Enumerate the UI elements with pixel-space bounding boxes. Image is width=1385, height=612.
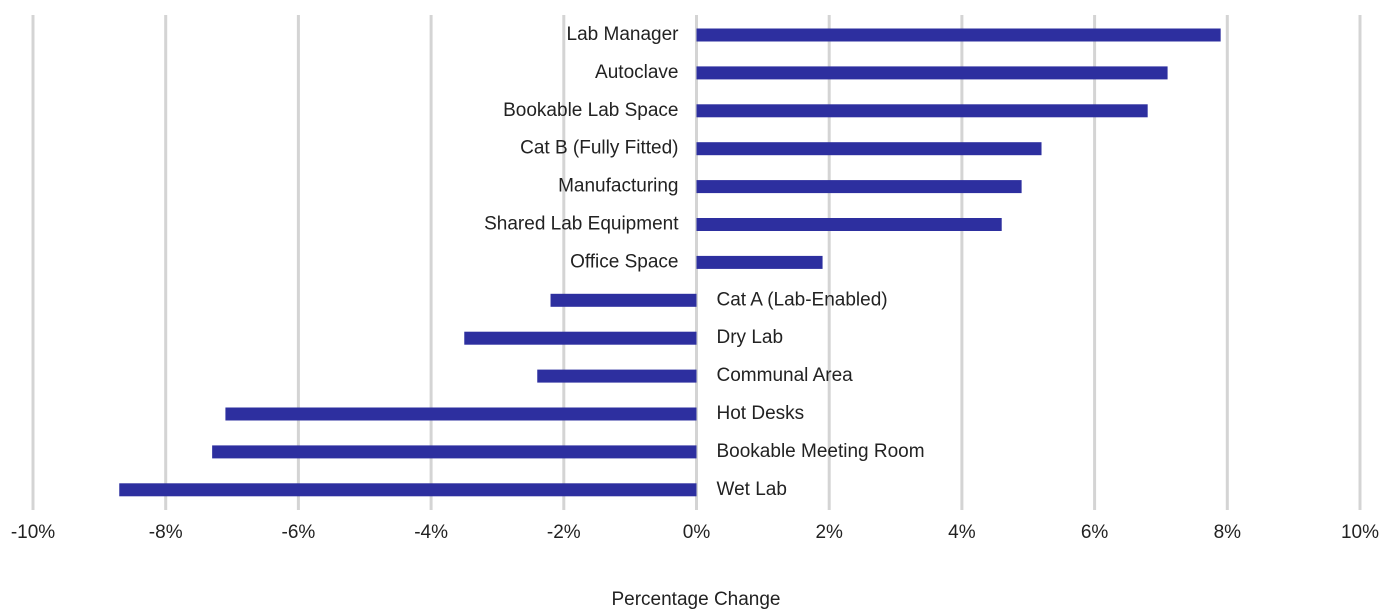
- bar: [696, 255, 823, 269]
- bar: [464, 331, 697, 345]
- bar: [696, 142, 1042, 156]
- category-label: Bookable Lab Space: [503, 100, 678, 121]
- x-tick-label: 8%: [1214, 522, 1242, 543]
- x-tick-label: 10%: [1341, 522, 1379, 543]
- x-tick-label: -4%: [414, 522, 448, 543]
- x-tick-label: 4%: [948, 522, 976, 543]
- bar: [696, 28, 1221, 42]
- category-label: Cat A (Lab-Enabled): [717, 289, 888, 310]
- category-label: Dry Lab: [717, 327, 784, 348]
- category-label: Communal Area: [717, 365, 854, 386]
- x-tick-label: 0%: [683, 522, 711, 543]
- category-label: Hot Desks: [717, 403, 805, 424]
- category-label: Autoclave: [595, 62, 678, 83]
- x-tick-label: 2%: [815, 522, 843, 543]
- x-tick-label: 6%: [1081, 522, 1109, 543]
- bar: [212, 445, 697, 459]
- category-label: Wet Lab: [717, 479, 787, 500]
- bar: [119, 483, 697, 497]
- x-tick-label: -6%: [282, 522, 316, 543]
- bar: [696, 104, 1148, 118]
- category-label: Bookable Meeting Room: [717, 441, 925, 462]
- x-tick-label: -10%: [11, 522, 55, 543]
- category-label: Manufacturing: [558, 176, 678, 197]
- category-label: Lab Manager: [567, 24, 680, 45]
- category-label: Office Space: [570, 251, 678, 272]
- x-tick-label: -2%: [547, 522, 581, 543]
- bar: [550, 293, 697, 307]
- bar: [696, 66, 1168, 80]
- bar: [696, 218, 1002, 231]
- x-tick-label: -8%: [149, 522, 183, 543]
- bar: [537, 369, 697, 383]
- category-label: Cat B (Fully Fitted): [520, 138, 678, 159]
- category-label: Shared Lab Equipment: [484, 214, 679, 235]
- bar: [225, 407, 697, 421]
- x-axis-title: Percentage Change: [611, 589, 780, 610]
- bar: [696, 180, 1022, 194]
